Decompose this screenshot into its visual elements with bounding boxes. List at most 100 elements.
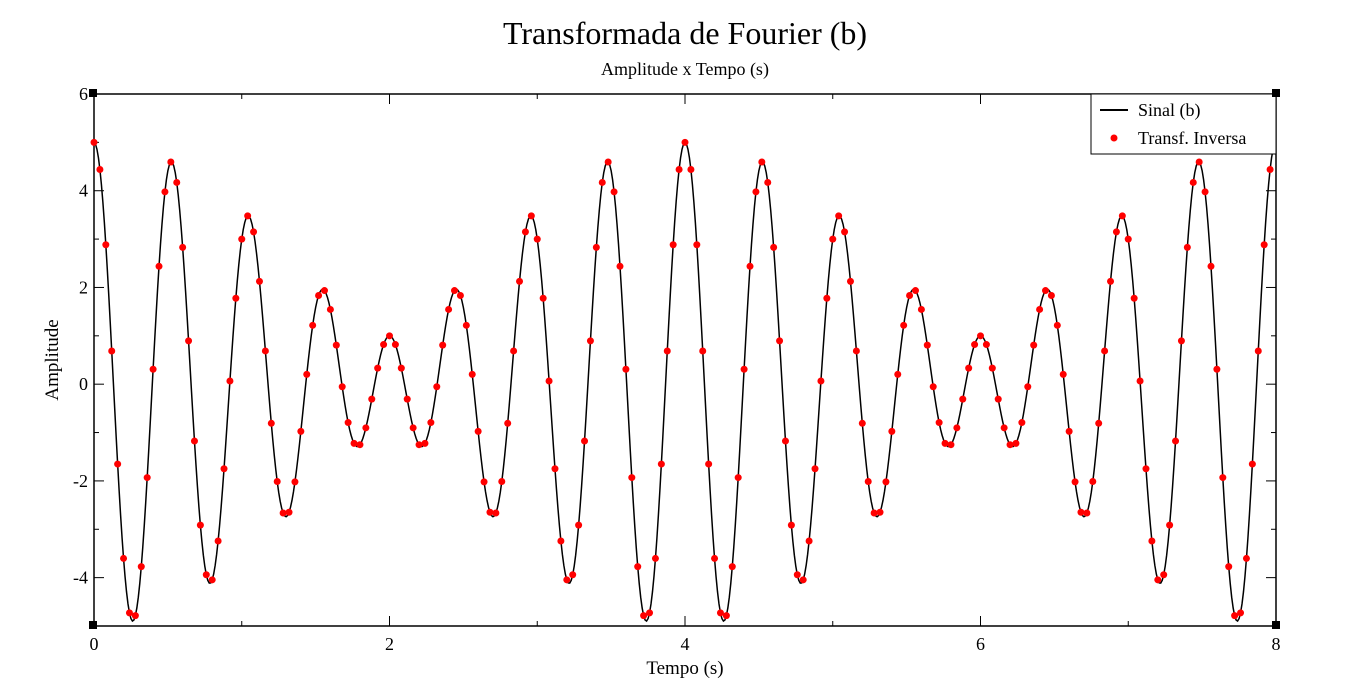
data-point-transf-inversa xyxy=(716,609,724,617)
data-point-transf-inversa xyxy=(202,571,210,579)
data-point-transf-inversa xyxy=(468,370,476,378)
data-point-transf-inversa xyxy=(900,321,908,329)
data-point-transf-inversa xyxy=(687,166,695,174)
data-point-transf-inversa xyxy=(770,243,778,251)
data-point-transf-inversa xyxy=(971,341,979,349)
data-point-transf-inversa xyxy=(462,321,470,329)
data-point-transf-inversa xyxy=(167,158,175,166)
data-point-transf-inversa xyxy=(793,571,801,579)
data-point-transf-inversa xyxy=(456,291,464,299)
data-point-transf-inversa xyxy=(368,395,376,403)
data-point-transf-inversa xyxy=(1183,243,1191,251)
data-point-transf-inversa xyxy=(1036,305,1044,313)
data-point-transf-inversa xyxy=(622,365,630,373)
data-point-transf-inversa xyxy=(1083,509,1091,517)
data-point-transf-inversa xyxy=(1065,427,1073,435)
data-point-transf-inversa xyxy=(894,370,902,378)
data-point-transf-inversa xyxy=(250,228,258,236)
x-tick-label: 4 xyxy=(681,634,690,654)
data-point-transf-inversa xyxy=(663,347,671,355)
data-point-transf-inversa xyxy=(935,419,943,427)
data-point-transf-inversa xyxy=(1042,287,1050,295)
data-point-transf-inversa xyxy=(829,235,837,243)
y-tick-label: -4 xyxy=(73,568,88,588)
data-point-transf-inversa xyxy=(332,341,340,349)
data-point-transf-inversa xyxy=(1254,347,1262,355)
data-point-transf-inversa xyxy=(1201,188,1209,196)
data-point-transf-inversa xyxy=(397,364,405,372)
data-point-transf-inversa xyxy=(433,383,441,391)
data-point-transf-inversa xyxy=(291,478,299,486)
data-point-transf-inversa xyxy=(261,347,269,355)
data-point-transf-inversa xyxy=(504,419,512,427)
data-point-transf-inversa xyxy=(1101,347,1109,355)
y-tick-label: 6 xyxy=(79,84,88,104)
data-point-transf-inversa xyxy=(208,576,216,584)
data-point-transf-inversa xyxy=(1177,337,1185,345)
data-point-transf-inversa xyxy=(846,277,854,285)
data-point-transf-inversa xyxy=(315,291,323,299)
data-point-transf-inversa xyxy=(805,537,813,545)
data-point-transf-inversa xyxy=(929,383,937,391)
data-point-transf-inversa xyxy=(959,395,967,403)
data-point-transf-inversa xyxy=(1030,341,1038,349)
data-point-transf-inversa xyxy=(1053,321,1061,329)
x-tick-label: 8 xyxy=(1272,634,1281,654)
data-point-transf-inversa xyxy=(1018,419,1026,427)
data-point-transf-inversa xyxy=(764,178,772,186)
data-point-transf-inversa xyxy=(592,243,600,251)
corner-handle-bl[interactable] xyxy=(89,621,97,629)
data-point-transf-inversa xyxy=(196,521,204,529)
corner-handle-tl[interactable] xyxy=(89,89,97,97)
legend-label-inversa: Transf. Inversa xyxy=(1138,128,1246,148)
data-point-transf-inversa xyxy=(746,262,754,270)
data-point-transf-inversa xyxy=(888,427,896,435)
data-point-transf-inversa xyxy=(232,294,240,302)
data-point-transf-inversa xyxy=(787,521,795,529)
corner-handle-tr[interactable] xyxy=(1272,89,1280,97)
data-point-transf-inversa xyxy=(1260,241,1268,249)
data-point-transf-inversa xyxy=(852,347,860,355)
legend-box xyxy=(1090,93,1277,155)
data-point-transf-inversa xyxy=(1006,441,1014,449)
x-tick-label: 0 xyxy=(90,634,99,654)
data-point-transf-inversa xyxy=(1219,474,1227,482)
data-point-transf-inversa xyxy=(923,341,931,349)
data-point-transf-inversa xyxy=(586,337,594,345)
data-point-transf-inversa xyxy=(947,441,955,449)
series-points-group xyxy=(90,138,1274,620)
data-point-transf-inversa xyxy=(876,508,884,516)
chart-title: Transformada de Fourier (b) xyxy=(503,15,867,51)
data-point-transf-inversa xyxy=(681,138,689,146)
data-point-transf-inversa xyxy=(421,439,429,447)
data-point-transf-inversa xyxy=(326,305,334,313)
data-point-transf-inversa xyxy=(403,395,411,403)
data-point-transf-inversa xyxy=(90,138,98,146)
data-point-transf-inversa xyxy=(125,609,133,617)
data-point-transf-inversa xyxy=(391,341,399,349)
data-point-transf-inversa xyxy=(521,228,529,236)
data-point-transf-inversa xyxy=(451,287,459,295)
data-point-transf-inversa xyxy=(1136,377,1144,385)
data-point-transf-inversa xyxy=(1237,609,1245,617)
data-point-transf-inversa xyxy=(1047,291,1055,299)
data-point-transf-inversa xyxy=(190,437,198,445)
data-point-transf-inversa xyxy=(96,166,104,174)
data-point-transf-inversa xyxy=(102,241,110,249)
data-point-transf-inversa xyxy=(776,337,784,345)
data-point-transf-inversa xyxy=(539,294,547,302)
data-point-transf-inversa xyxy=(137,563,145,571)
data-point-transf-inversa xyxy=(781,437,789,445)
data-point-transf-inversa xyxy=(279,509,287,517)
data-point-transf-inversa xyxy=(551,465,559,473)
data-point-transf-inversa xyxy=(445,305,453,313)
data-point-transf-inversa xyxy=(811,465,819,473)
data-point-transf-inversa xyxy=(604,158,612,166)
data-point-transf-inversa xyxy=(238,235,246,243)
data-point-transf-inversa xyxy=(858,419,866,427)
corner-handle-br[interactable] xyxy=(1272,621,1280,629)
data-point-transf-inversa xyxy=(657,460,665,468)
data-point-transf-inversa xyxy=(906,291,914,299)
data-point-transf-inversa xyxy=(705,460,713,468)
plot-frame xyxy=(93,93,1277,627)
